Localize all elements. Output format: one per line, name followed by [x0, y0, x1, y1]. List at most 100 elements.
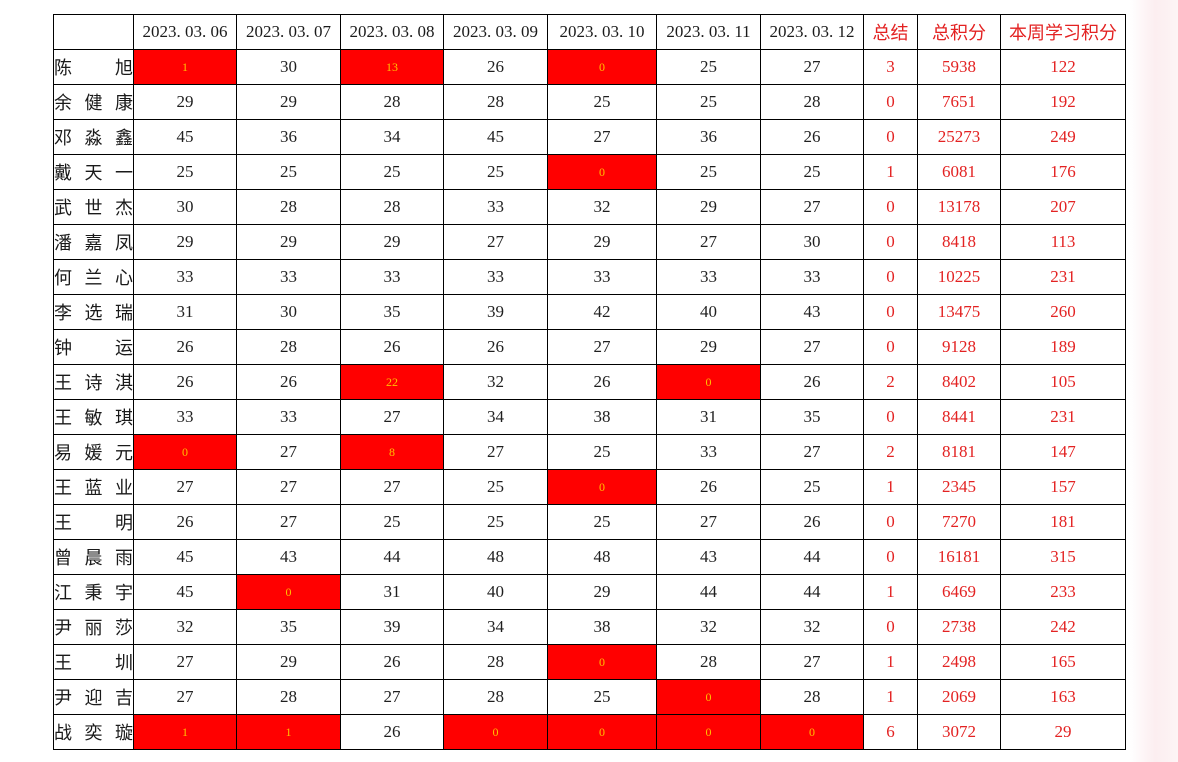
- day-score-cell[interactable]: 27: [340, 469, 444, 505]
- day-score-cell[interactable]: 26: [656, 469, 761, 505]
- total-points-cell[interactable]: 6469: [917, 574, 1001, 610]
- day-score-cell[interactable]: 31: [340, 574, 444, 610]
- student-name-cell[interactable]: 李选瑞: [53, 294, 134, 330]
- highlighted-day-cell[interactable]: 1: [236, 714, 341, 750]
- day-score-cell[interactable]: 34: [443, 399, 548, 435]
- day-score-cell[interactable]: 32: [547, 189, 657, 225]
- summary-count-cell[interactable]: 0: [863, 259, 918, 295]
- total-points-cell[interactable]: 9128: [917, 329, 1001, 365]
- student-name-cell[interactable]: 钟运: [53, 329, 134, 365]
- summary-count-cell[interactable]: 0: [863, 84, 918, 120]
- day-score-cell[interactable]: 27: [656, 224, 761, 260]
- summary-count-cell[interactable]: 0: [863, 189, 918, 225]
- summary-column-header[interactable]: 总结: [863, 14, 918, 50]
- day-score-cell[interactable]: 28: [236, 189, 341, 225]
- day-score-cell[interactable]: 32: [760, 609, 864, 645]
- total-points-cell[interactable]: 8441: [917, 399, 1001, 435]
- day-score-cell[interactable]: 25: [547, 434, 657, 470]
- day-score-cell[interactable]: 33: [133, 259, 237, 295]
- highlighted-day-cell[interactable]: 0: [760, 714, 864, 750]
- total-points-cell[interactable]: 2498: [917, 644, 1001, 680]
- total-points-cell[interactable]: 2069: [917, 679, 1001, 715]
- day-score-cell[interactable]: 28: [443, 84, 548, 120]
- total-points-cell[interactable]: 2738: [917, 609, 1001, 645]
- summary-count-cell[interactable]: 0: [863, 609, 918, 645]
- week-points-cell[interactable]: 105: [1000, 364, 1126, 400]
- total-points-cell[interactable]: 6081: [917, 154, 1001, 190]
- student-name-cell[interactable]: 武世杰: [53, 189, 134, 225]
- summary-count-cell[interactable]: 0: [863, 119, 918, 155]
- day-score-cell[interactable]: 26: [443, 329, 548, 365]
- week-points-cell[interactable]: 176: [1000, 154, 1126, 190]
- date-column-header[interactable]: 2023. 03. 09: [443, 14, 548, 50]
- student-name-cell[interactable]: 戴天一: [53, 154, 134, 190]
- day-score-cell[interactable]: 44: [656, 574, 761, 610]
- day-score-cell[interactable]: 29: [547, 574, 657, 610]
- day-score-cell[interactable]: 27: [656, 504, 761, 540]
- day-score-cell[interactable]: 25: [547, 84, 657, 120]
- summary-count-cell[interactable]: 2: [863, 364, 918, 400]
- day-score-cell[interactable]: 30: [133, 189, 237, 225]
- day-score-cell[interactable]: 35: [236, 609, 341, 645]
- day-score-cell[interactable]: 28: [760, 84, 864, 120]
- day-score-cell[interactable]: 36: [236, 119, 341, 155]
- highlighted-day-cell[interactable]: 0: [236, 574, 341, 610]
- summary-count-cell[interactable]: 0: [863, 224, 918, 260]
- day-score-cell[interactable]: 40: [656, 294, 761, 330]
- student-name-cell[interactable]: 尹丽莎: [53, 609, 134, 645]
- day-score-cell[interactable]: 30: [760, 224, 864, 260]
- day-score-cell[interactable]: 26: [760, 504, 864, 540]
- highlighted-day-cell[interactable]: 0: [656, 714, 761, 750]
- day-score-cell[interactable]: 29: [656, 189, 761, 225]
- day-score-cell[interactable]: 27: [443, 434, 548, 470]
- summary-count-cell[interactable]: 1: [863, 469, 918, 505]
- day-score-cell[interactable]: 25: [656, 49, 761, 85]
- day-score-cell[interactable]: 25: [547, 679, 657, 715]
- day-score-cell[interactable]: 29: [656, 329, 761, 365]
- day-score-cell[interactable]: 27: [760, 434, 864, 470]
- summary-count-cell[interactable]: 0: [863, 329, 918, 365]
- day-score-cell[interactable]: 26: [133, 504, 237, 540]
- day-score-cell[interactable]: 25: [236, 154, 341, 190]
- day-score-cell[interactable]: 25: [340, 504, 444, 540]
- highlighted-day-cell[interactable]: 1: [133, 714, 237, 750]
- total-points-cell[interactable]: 8181: [917, 434, 1001, 470]
- day-score-cell[interactable]: 33: [236, 399, 341, 435]
- student-name-cell[interactable]: 王明: [53, 504, 134, 540]
- date-column-header[interactable]: 2023. 03. 08: [340, 14, 444, 50]
- day-score-cell[interactable]: 33: [443, 259, 548, 295]
- day-score-cell[interactable]: 33: [656, 259, 761, 295]
- day-score-cell[interactable]: 48: [443, 539, 548, 575]
- day-score-cell[interactable]: 27: [547, 329, 657, 365]
- total-points-cell[interactable]: 7270: [917, 504, 1001, 540]
- total-points-cell[interactable]: 25273: [917, 119, 1001, 155]
- day-score-cell[interactable]: 26: [340, 329, 444, 365]
- day-score-cell[interactable]: 26: [547, 364, 657, 400]
- day-score-cell[interactable]: 27: [133, 644, 237, 680]
- day-score-cell[interactable]: 42: [547, 294, 657, 330]
- day-score-cell[interactable]: 27: [547, 119, 657, 155]
- day-score-cell[interactable]: 29: [340, 224, 444, 260]
- summary-count-cell[interactable]: 2: [863, 434, 918, 470]
- highlighted-day-cell[interactable]: 0: [656, 679, 761, 715]
- day-score-cell[interactable]: 27: [443, 224, 548, 260]
- day-score-cell[interactable]: 33: [133, 399, 237, 435]
- day-score-cell[interactable]: 43: [656, 539, 761, 575]
- student-name-cell[interactable]: 战奕璇: [53, 714, 134, 750]
- day-score-cell[interactable]: 25: [133, 154, 237, 190]
- total-points-cell[interactable]: 13178: [917, 189, 1001, 225]
- day-score-cell[interactable]: 29: [236, 644, 341, 680]
- total-points-cell[interactable]: 2345: [917, 469, 1001, 505]
- highlighted-day-cell[interactable]: 0: [443, 714, 548, 750]
- date-column-header[interactable]: 2023. 03. 07: [236, 14, 341, 50]
- day-score-cell[interactable]: 27: [236, 469, 341, 505]
- day-score-cell[interactable]: 33: [443, 189, 548, 225]
- summary-count-cell[interactable]: 0: [863, 539, 918, 575]
- day-score-cell[interactable]: 29: [236, 224, 341, 260]
- total-points-cell[interactable]: 13475: [917, 294, 1001, 330]
- student-name-cell[interactable]: 王蓝业: [53, 469, 134, 505]
- week-points-cell[interactable]: 122: [1000, 49, 1126, 85]
- summary-count-cell[interactable]: 1: [863, 644, 918, 680]
- week-points-cell[interactable]: 163: [1000, 679, 1126, 715]
- day-score-cell[interactable]: 26: [236, 364, 341, 400]
